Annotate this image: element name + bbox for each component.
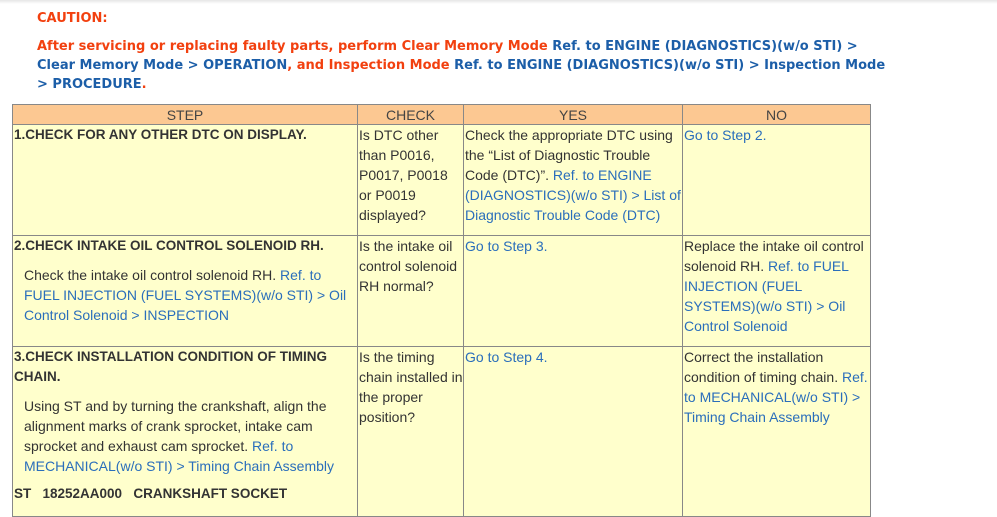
top-shadow (0, 0, 997, 4)
table-row: 1.CHECK FOR ANY OTHER DTC ON DISPLAY. Is… (12, 124, 871, 236)
check-cell: Is the intake oil control solenoid RH no… (357, 235, 464, 347)
caution-text-3: . (141, 77, 147, 92)
check-cell: Is the timing chain installed in the pro… (357, 346, 464, 517)
yes-cell: Go to Step 4. (463, 346, 683, 517)
step-cell: 3.CHECK INSTALLATION CONDITION OF TIMING… (12, 346, 358, 517)
no-text: Replace the intake oil control solenoid … (684, 238, 864, 274)
step-body: Check the intake oil control solenoid RH… (14, 256, 357, 325)
go-to-step-4-link[interactable]: Go to Step 4. (465, 349, 548, 365)
step-text: Check the intake oil control solenoid RH… (24, 267, 281, 283)
no-cell: Correct the installation condition of ti… (682, 346, 871, 517)
oil-control-solenoid-link[interactable]: Ref. to FUEL INJECTION (FUEL SYSTEMS)(w/… (684, 258, 849, 334)
oil-control-solenoid-inspection-link[interactable]: Ref. to FUEL INJECTION (FUEL SYSTEMS)(w/… (24, 267, 347, 323)
step-body: Using ST and by turning the crankshaft, … (14, 387, 357, 476)
timing-chain-assembly-link[interactable]: Ref. to MECHANICAL(w/o STI) > Timing Cha… (24, 438, 335, 474)
caution-text-1: After servicing or replacing faulty part… (37, 39, 553, 54)
yes-cell: Check the appropriate DTC using the “Lis… (463, 124, 683, 236)
table-row: 3.CHECK INSTALLATION CONDITION OF TIMING… (12, 346, 871, 517)
step-title: 2.CHECK INTAKE OIL CONTROL SOLENOID RH. (14, 238, 324, 253)
inspection-mode-link[interactable]: Ref. to ENGINE (DIAGNOSTICS)(w/o STI) > … (37, 58, 886, 92)
table-row: 2.CHECK INTAKE OIL CONTROL SOLENOID RH. C… (12, 235, 871, 347)
caution-text-2: , and Inspection Mode (287, 58, 455, 73)
dtc-list-link[interactable]: Ref. to ENGINE (DIAGNOSTICS)(w/o STI) > … (465, 167, 681, 223)
no-cell: Replace the intake oil control solenoid … (682, 235, 871, 347)
no-cell: Go to Step 2. (682, 124, 871, 236)
check-cell: Is DTC other than P0016, P0017, P0018 or… (357, 124, 464, 236)
go-to-step-2-link[interactable]: Go to Step 2. (684, 127, 767, 143)
step-cell: 2.CHECK INTAKE OIL CONTROL SOLENOID RH. C… (12, 235, 358, 347)
go-to-step-3-link[interactable]: Go to Step 3. (465, 238, 548, 254)
header-step: STEP (12, 104, 358, 125)
special-tool: ST 18252AA000 CRANKSHAFT SOCKET (14, 486, 288, 501)
step-cell: 1.CHECK FOR ANY OTHER DTC ON DISPLAY. (12, 124, 358, 236)
clear-memory-mode-link[interactable]: Ref. to ENGINE (DIAGNOSTICS)(w/o STI) > … (37, 39, 858, 73)
step-title: 1.CHECK FOR ANY OTHER DTC ON DISPLAY. (14, 127, 307, 142)
yes-cell: Go to Step 3. (463, 235, 683, 347)
caution-text: After servicing or replacing faulty part… (37, 37, 887, 94)
header-check: CHECK (357, 104, 464, 125)
caution-box: CAUTION: After servicing or replacing fa… (37, 9, 887, 94)
step-title: 3.CHECK INSTALLATION CONDITION OF TIMING… (14, 349, 327, 384)
header-no: NO (682, 104, 871, 125)
caution-title: CAUTION: (37, 11, 108, 26)
diagnostic-table: STEP CHECK YES NO 1.CHECK FOR ANY OTHER … (12, 104, 871, 517)
step-text: Using ST and by turning the crankshaft, … (24, 398, 327, 454)
timing-chain-link[interactable]: Ref. to MECHANICAL(w/o STI) > Timing Cha… (684, 369, 868, 425)
table-header: STEP CHECK YES NO (12, 104, 871, 125)
no-text: Correct the installation condition of ti… (684, 349, 842, 385)
header-yes: YES (463, 104, 683, 125)
yes-text: Check the appropriate DTC using the “Lis… (465, 127, 673, 183)
